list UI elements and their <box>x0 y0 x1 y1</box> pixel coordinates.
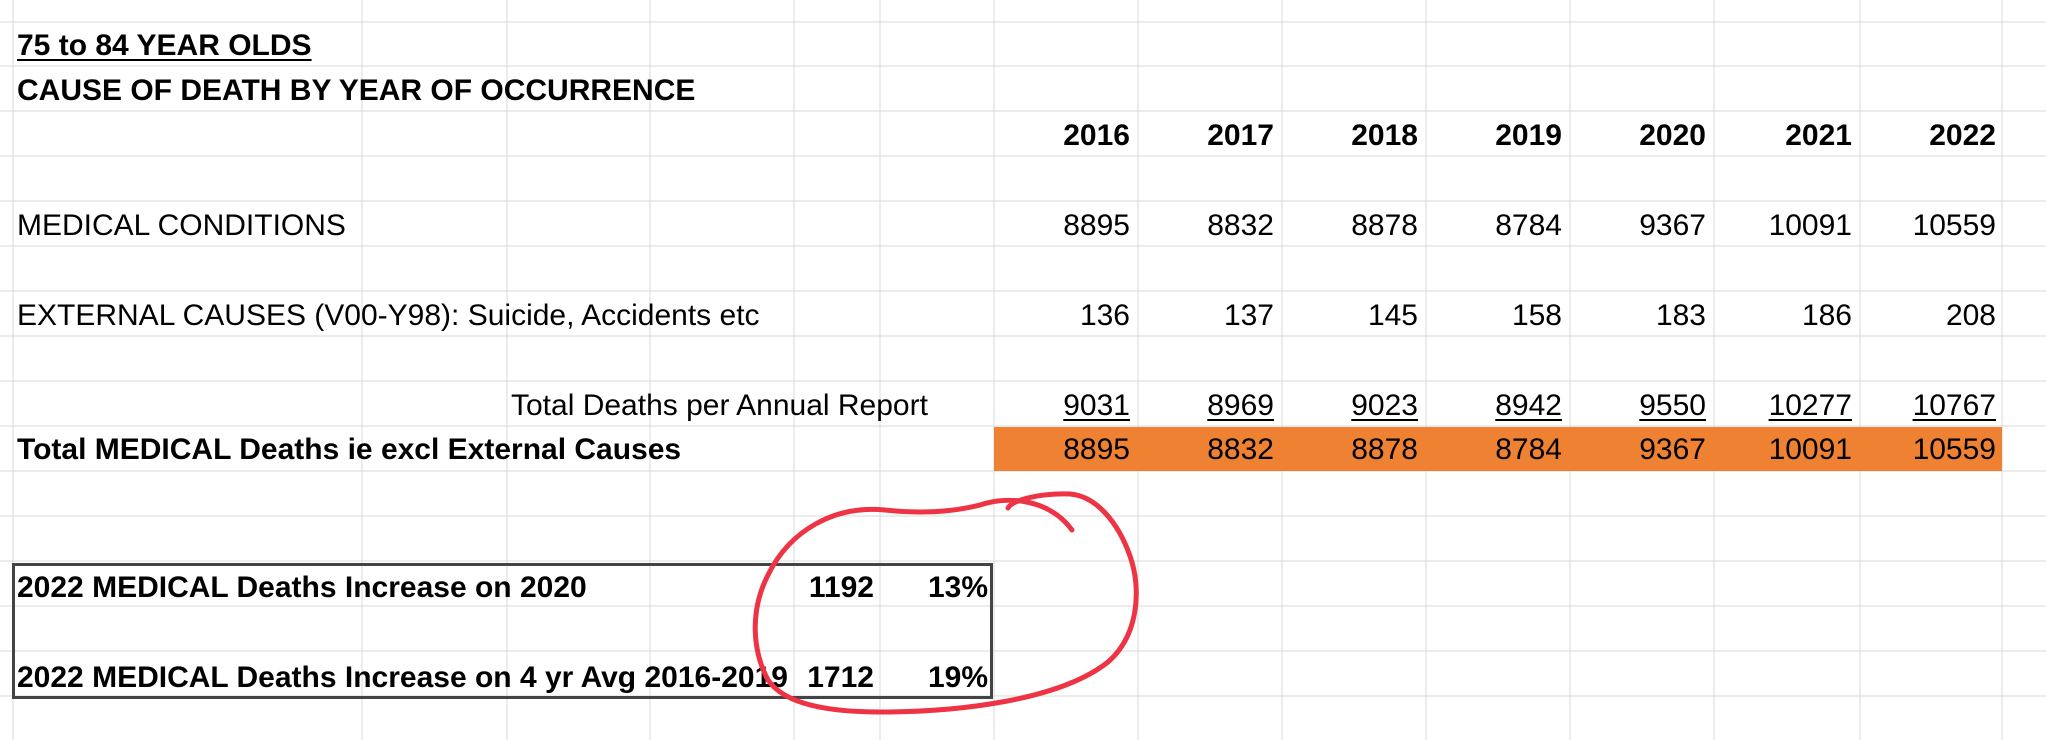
total-cell[interactable]: 9550 <box>1639 389 1706 422</box>
year-header-2020[interactable]: 2020 <box>1639 119 1706 152</box>
total-cell[interactable]: 9023 <box>1351 389 1418 422</box>
total-medical-cell[interactable]: 10091 <box>1768 433 1852 466</box>
medical-cell[interactable]: 8784 <box>1495 209 1562 242</box>
total-medical-label[interactable]: Total MEDICAL Deaths ie excl External Ca… <box>17 433 682 466</box>
total-cell[interactable]: 10277 <box>1768 389 1852 422</box>
summary-pct-4yr-avg[interactable]: 19% <box>927 661 988 694</box>
external-causes-label[interactable]: EXTERNAL CAUSES (V00-Y98): Suicide, Acci… <box>17 299 760 332</box>
year-header-2021[interactable]: 2021 <box>1785 119 1852 152</box>
year-header-2017[interactable]: 2017 <box>1207 119 1274 152</box>
total-cell[interactable]: 10767 <box>1912 389 1996 422</box>
external-cell[interactable]: 208 <box>1945 299 1996 332</box>
medical-cell[interactable]: 10091 <box>1768 209 1852 242</box>
total-medical-cell[interactable]: 8878 <box>1351 433 1418 466</box>
total-deaths-label[interactable]: Total Deaths per Annual Report <box>511 389 928 422</box>
medical-cell[interactable]: 8878 <box>1351 209 1418 242</box>
medical-cell[interactable]: 9367 <box>1639 209 1706 242</box>
medical-cell[interactable]: 8895 <box>1063 209 1130 242</box>
year-header-2016[interactable]: 2016 <box>1063 119 1130 152</box>
total-cell[interactable]: 8969 <box>1207 389 1274 422</box>
highlight-row-background <box>994 427 2002 471</box>
sheet-subtitle[interactable]: CAUSE OF DEATH BY YEAR OF OCCURRENCE <box>17 74 696 107</box>
total-medical-cell[interactable]: 8832 <box>1207 433 1274 466</box>
year-header-2019[interactable]: 2019 <box>1495 119 1562 152</box>
summary-label-4yr-avg[interactable]: 2022 MEDICAL Deaths Increase on 4 yr Avg… <box>17 661 788 694</box>
total-medical-cell[interactable]: 9367 <box>1639 433 1706 466</box>
total-medical-cell[interactable]: 8784 <box>1495 433 1562 466</box>
external-cell[interactable]: 136 <box>1079 299 1130 332</box>
medical-cell[interactable]: 10559 <box>1912 209 1996 242</box>
total-medical-cell[interactable]: 10559 <box>1912 433 1996 466</box>
total-cell[interactable]: 8942 <box>1495 389 1562 422</box>
sheet-title[interactable]: 75 to 84 YEAR OLDS <box>17 29 312 62</box>
year-header-2018[interactable]: 2018 <box>1351 119 1418 152</box>
external-cell[interactable]: 145 <box>1367 299 1418 332</box>
summary-label-2020[interactable]: 2022 MEDICAL Deaths Increase on 2020 <box>17 571 587 604</box>
summary-pct-2020[interactable]: 13% <box>927 571 988 604</box>
summary-value-4yr-avg[interactable]: 1712 <box>807 661 874 694</box>
medical-conditions-label[interactable]: MEDICAL CONDITIONS <box>17 209 346 242</box>
external-cell[interactable]: 183 <box>1655 299 1706 332</box>
external-cell[interactable]: 137 <box>1223 299 1274 332</box>
summary-value-2020[interactable]: 1192 <box>808 571 874 604</box>
medical-cell[interactable]: 8832 <box>1207 209 1274 242</box>
external-cell[interactable]: 158 <box>1511 299 1562 332</box>
total-cell[interactable]: 9031 <box>1063 389 1130 422</box>
external-cell[interactable]: 186 <box>1801 299 1852 332</box>
total-medical-cell[interactable]: 8895 <box>1063 433 1130 466</box>
year-header-2022[interactable]: 2022 <box>1929 119 1996 152</box>
